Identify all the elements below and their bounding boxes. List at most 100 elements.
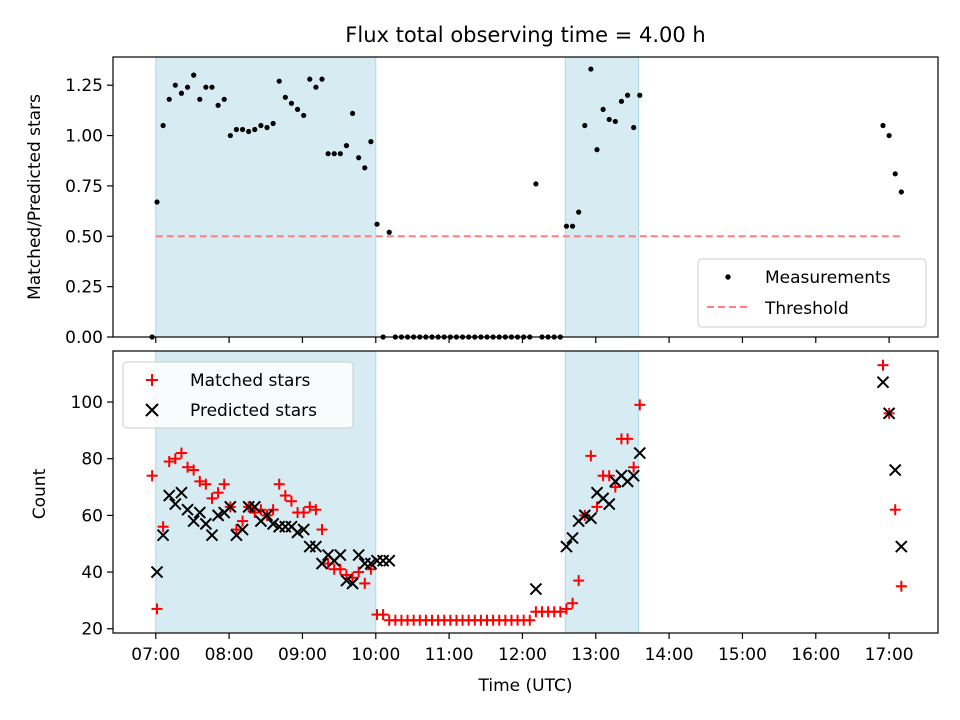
measurement-point [343,143,350,149]
measurement-point [337,151,343,157]
matched-star-point [622,433,634,445]
matched-star-point [628,461,640,473]
predicted-star-point [163,489,176,502]
matched-star-point [634,399,646,411]
predicted-star-point [364,557,378,570]
predicted-star-point [889,463,902,477]
top-y-ticks: 0.00 0.25 0.50 0.75 1.00 1.25 [65,76,113,348]
matched-star-point [377,609,389,621]
x-axis-label: Time (UTC) [478,676,573,696]
measurement-point [349,110,356,117]
matched-star-point [175,447,187,459]
matched-star-point [895,580,907,592]
bottom-count-points [146,359,908,626]
observing-span-0 [155,56,377,338]
predicted-star-point [199,517,213,531]
chart-title: Flux total observing time = 4.00 h [345,23,705,47]
bottom-legend: Matched stars Predicted stars [122,361,354,429]
matched-star-point [163,456,175,468]
measurement-point [576,209,582,215]
predicted-star-point [352,548,365,562]
matched-star-point [169,453,181,465]
measurement-point [374,221,380,227]
predicted-star-point [236,523,249,536]
predicted-star-point [876,375,890,389]
measurement-point [637,92,643,98]
x-tick-label: 11:00 [425,645,474,665]
measurement-point [288,100,295,106]
matched-star-point [151,603,163,615]
legend-predicted-marker [145,403,159,417]
top-shaded-spans [155,56,640,338]
predicted-star-point [309,540,323,553]
bottom-plot-frame [112,350,939,634]
measurement-point [606,116,612,123]
matched-star-point [230,524,242,536]
measurement-point [233,126,240,133]
matched-star-point [206,492,218,504]
measurement-point [270,120,276,127]
predicted-star-point [193,506,206,519]
measurement-point [368,139,374,145]
x-tick-label: 17:00 [865,645,914,665]
measurement-point [227,132,233,139]
y-tick-label: 100 [71,393,103,413]
predicted-star-point [315,557,329,570]
measurement-point [258,122,264,129]
measurement-point [563,223,570,229]
y-tick-label: 0.00 [65,328,103,348]
matched-star-point [585,450,597,462]
matched-star-point [316,524,328,536]
measurement-point [239,126,246,133]
measurement-point [313,84,319,90]
matched-star-point [273,478,285,490]
predicted-star-point [266,517,280,531]
predicted-star-point [566,531,579,545]
x-tick-label: 14:00 [645,645,694,665]
x-tick-label: 07:00 [131,645,180,665]
legend-threshold-label: Threshold [764,299,849,319]
matched-star-point [267,504,279,516]
measurement-point [307,76,313,82]
matched-star-point [188,464,200,476]
legend-measurements-label: Measurements [765,268,891,288]
measurement-point [331,151,337,157]
matched-star-point [877,359,889,371]
predicted-star-point [346,577,359,590]
predicted-star-point [603,497,616,511]
y-tick-label: 0.75 [65,177,103,197]
measurement-point [880,122,886,129]
predicted-star-point [211,509,225,522]
predicted-star-point [334,548,347,562]
top-plot-frame [112,56,939,338]
measurement-point [600,106,606,112]
observing-span-1 [564,56,640,338]
measurement-point [252,126,258,133]
legend-matched-label: Matched stars [190,371,310,391]
predicted-star-point [633,446,646,460]
matched-star-point [285,495,297,507]
measurement-point [588,66,594,72]
predicted-star-point [156,529,170,542]
measurement-point [276,78,282,84]
matched-star-point [218,478,230,490]
y-tick-label: 0.25 [65,278,103,298]
bottom-y-axis-label: Count [30,468,50,519]
predicted-star-point [175,486,188,499]
matched-star-point [889,504,901,516]
top-y-axis-label: Matched/Predicted stars [25,94,45,300]
matched-star-point [567,597,579,609]
legend-predicted-label: Predicted stars [190,401,317,421]
x-tick-label: 08:00 [205,645,254,665]
measurement-point [294,106,301,112]
matched-star-point [279,490,291,502]
measurement-point [184,84,191,90]
measurement-point [618,98,625,104]
predicted-star-point [169,497,182,511]
measurement-point [203,84,209,90]
matched-star-point [237,515,249,527]
measurement-point [624,92,631,98]
y-tick-label: 1.25 [65,76,103,96]
measurement-point [221,96,227,102]
